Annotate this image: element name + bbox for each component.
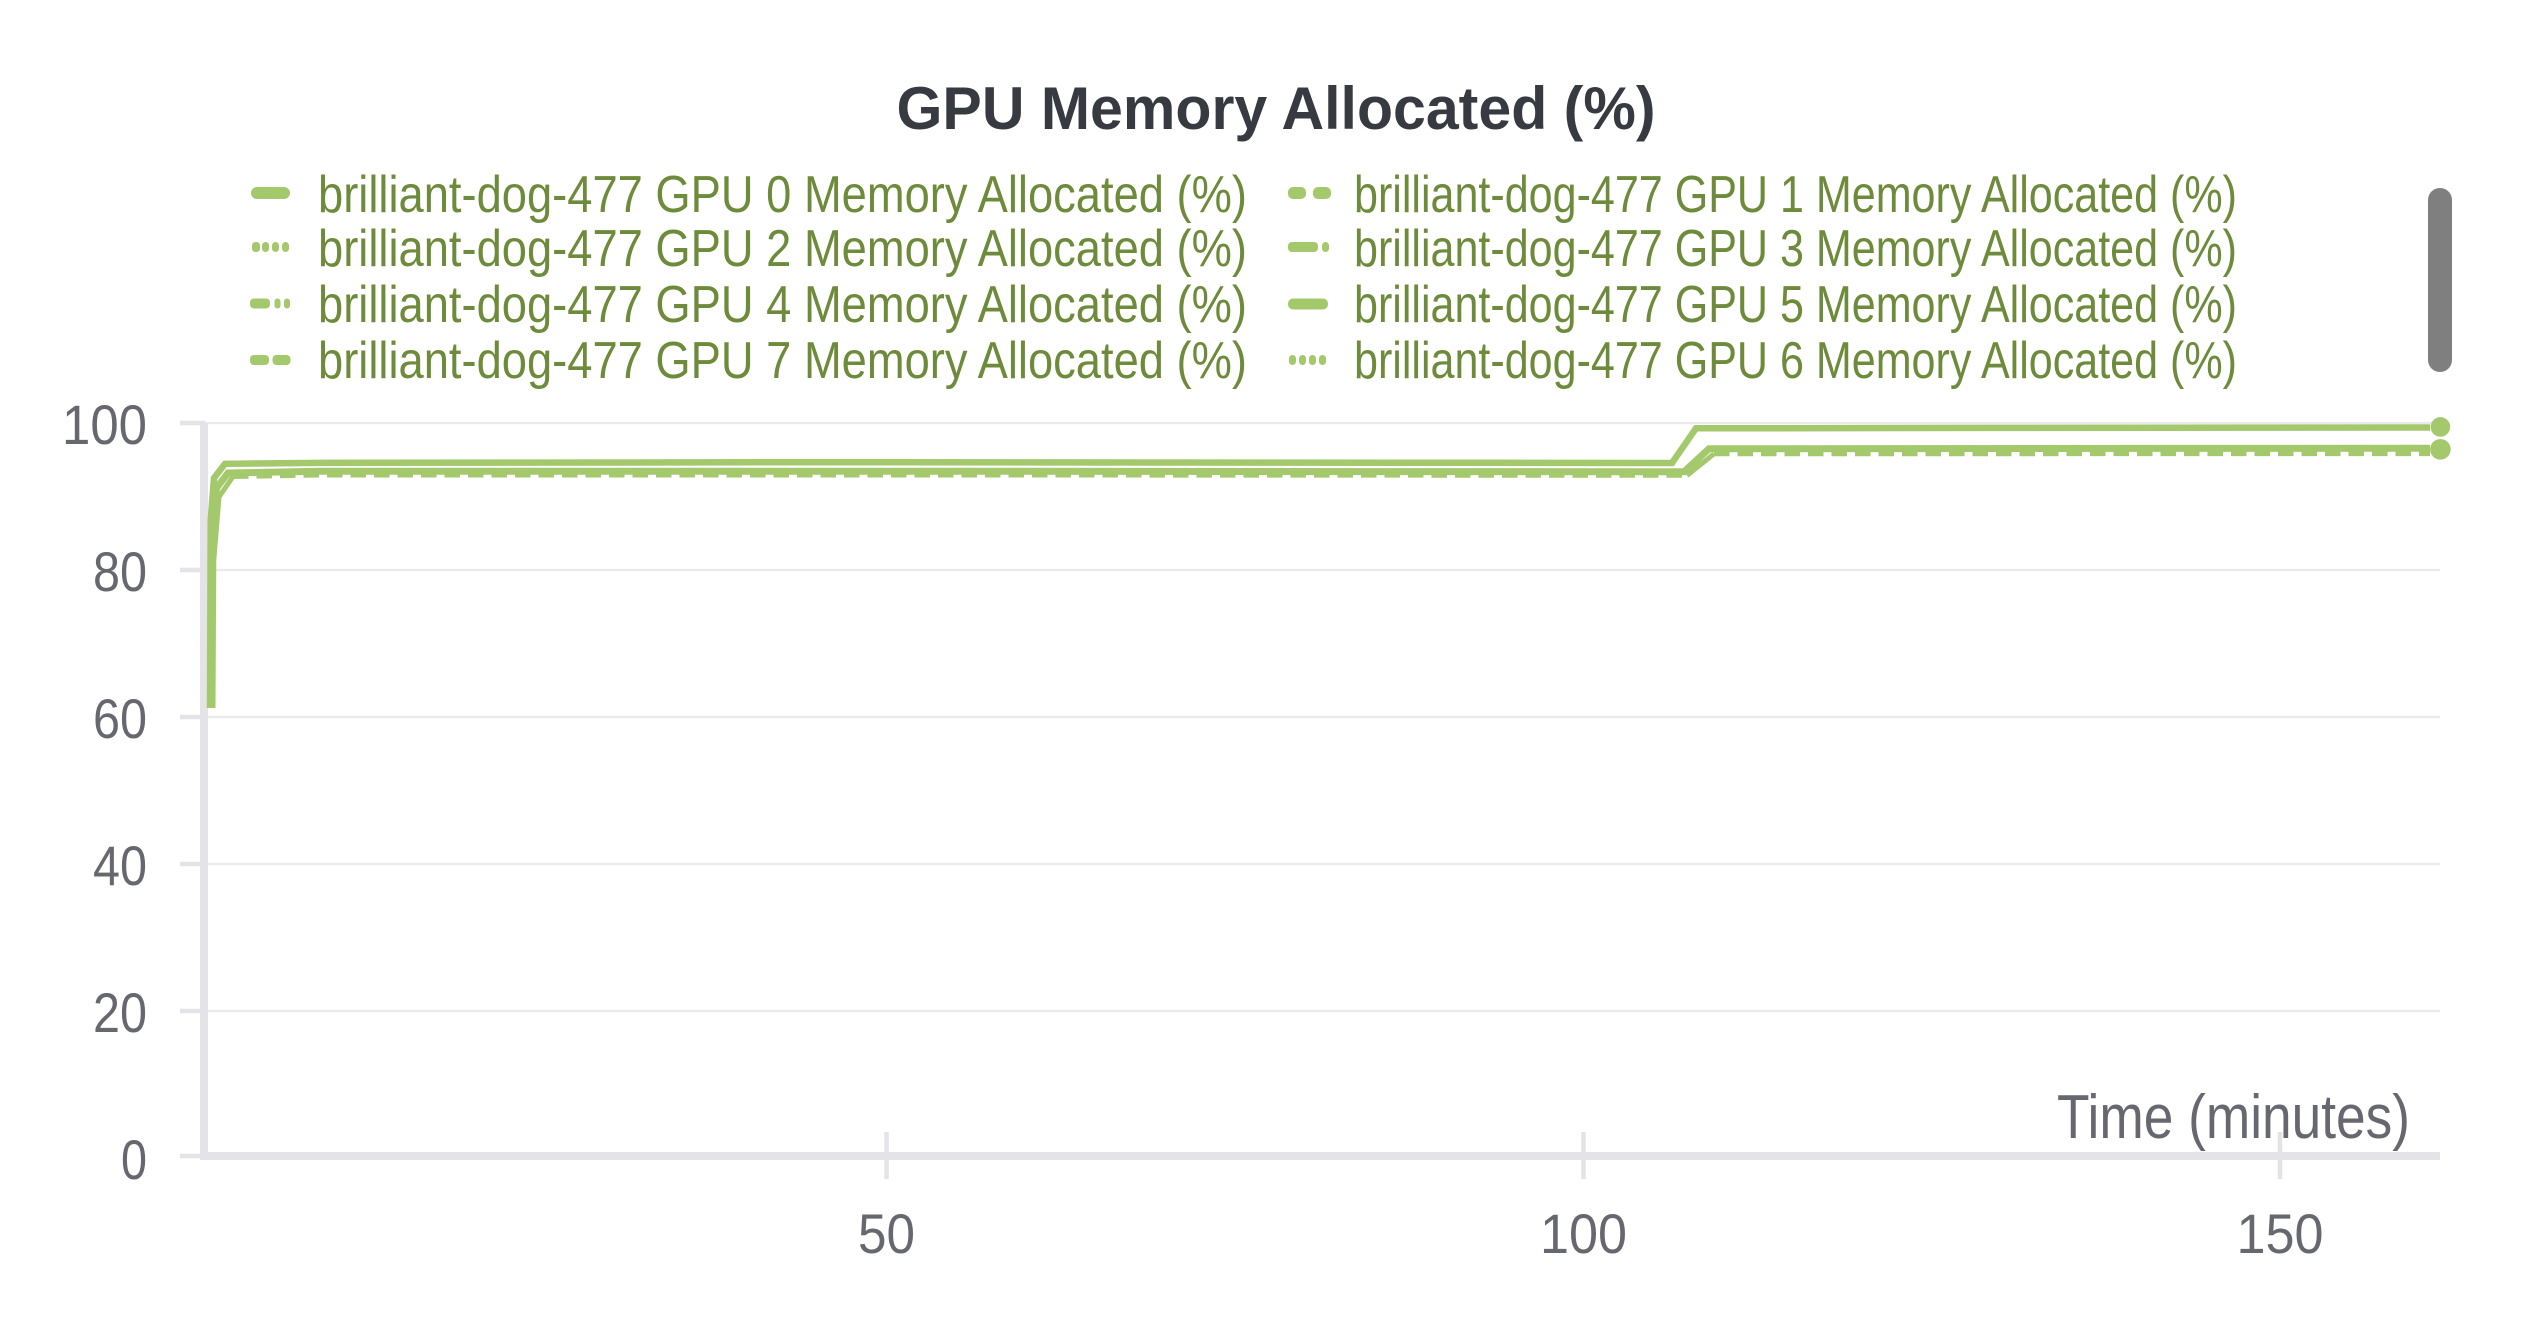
- svg-text:Time (minutes): Time (minutes): [2057, 1083, 2410, 1152]
- svg-text:60: 60: [93, 687, 147, 750]
- svg-text:40: 40: [93, 834, 147, 897]
- svg-text:brilliant-dog-477 GPU 0 Memory: brilliant-dog-477 GPU 0 Memory Allocated…: [318, 166, 1247, 224]
- svg-text:brilliant-dog-477 GPU 4 Memory: brilliant-dog-477 GPU 4 Memory Allocated…: [318, 276, 1247, 334]
- svg-text:brilliant-dog-477 GPU 6 Memory: brilliant-dog-477 GPU 6 Memory Allocated…: [1354, 332, 2237, 390]
- svg-text:100: 100: [62, 393, 147, 456]
- svg-text:brilliant-dog-477 GPU 2 Memory: brilliant-dog-477 GPU 2 Memory Allocated…: [318, 220, 1247, 278]
- svg-text:80: 80: [93, 540, 147, 603]
- svg-text:0: 0: [121, 1128, 147, 1191]
- svg-text:50: 50: [858, 1202, 915, 1265]
- svg-text:100: 100: [1540, 1202, 1627, 1265]
- svg-text:brilliant-dog-477 GPU 7 Memory: brilliant-dog-477 GPU 7 Memory Allocated…: [318, 332, 1247, 390]
- svg-text:brilliant-dog-477 GPU 3 Memory: brilliant-dog-477 GPU 3 Memory Allocated…: [1354, 220, 2237, 278]
- svg-text:brilliant-dog-477 GPU 5 Memory: brilliant-dog-477 GPU 5 Memory Allocated…: [1354, 276, 2237, 334]
- svg-text:brilliant-dog-477 GPU 1 Memory: brilliant-dog-477 GPU 1 Memory Allocated…: [1354, 166, 2237, 224]
- svg-text:GPU Memory Allocated (%): GPU Memory Allocated (%): [897, 75, 1656, 142]
- svg-text:150: 150: [2237, 1202, 2324, 1265]
- svg-text:20: 20: [93, 981, 147, 1044]
